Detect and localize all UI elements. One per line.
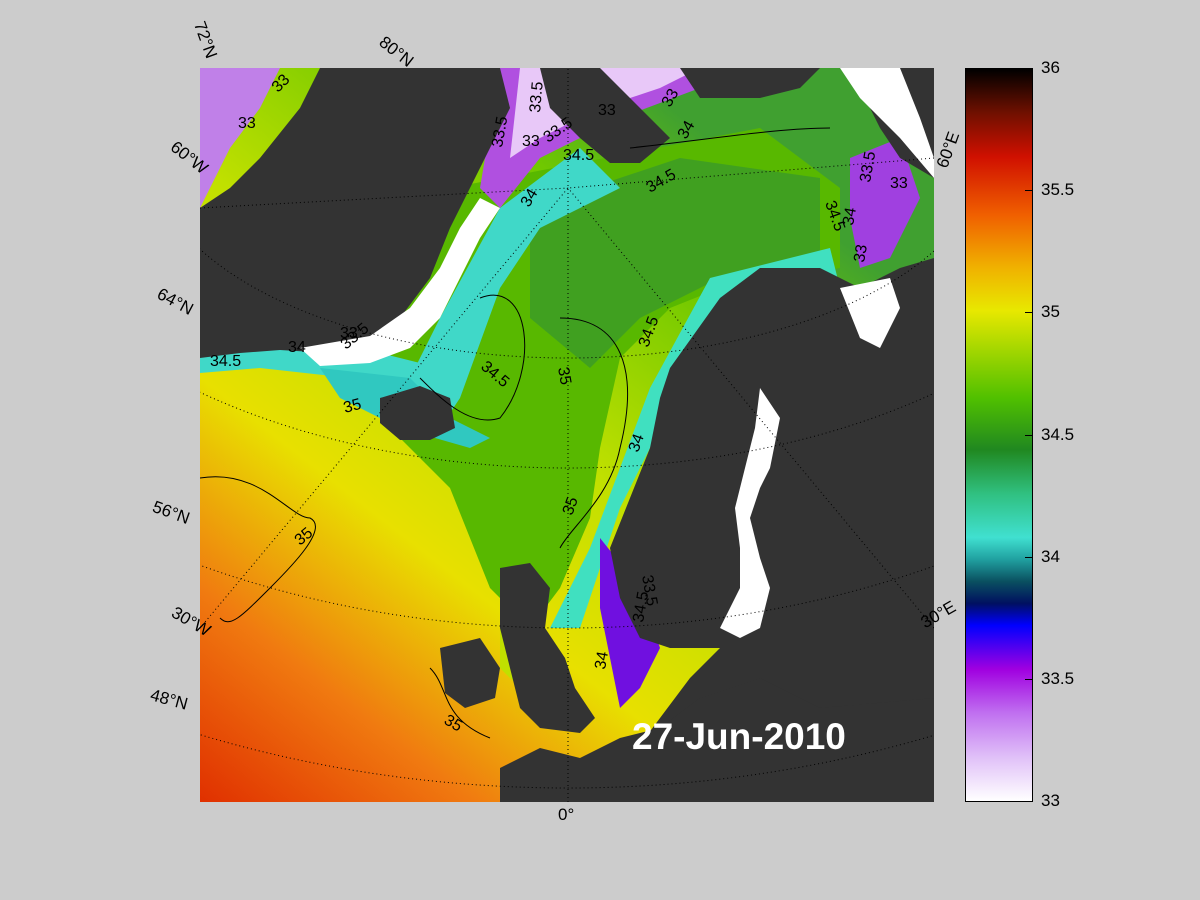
contour-label: 33 [890,175,908,192]
contour-label: 33.5 [857,150,879,184]
contour-label: 35 [441,712,465,736]
contour-label: 34.5 [563,147,594,164]
graticule-label-48n: 48°N [148,685,190,714]
graticule-lines [200,68,934,802]
colorbar-tick [1025,557,1033,558]
salinity-map: 33 33 33.5 33 33 33.5 34.5 34 33 34 34.5… [200,68,934,802]
graticule-label-56n: 56°N [150,497,193,528]
colorbar-tick-label: 35 [1041,302,1060,321]
colorbar-tick-label: 34.5 [1041,425,1075,444]
contour-label: 33 [238,115,256,132]
contour-label: 33 [598,102,616,119]
contour-lines [200,127,831,739]
contour-label: 33 [340,325,358,342]
colorbar-tick [1025,312,1033,313]
contour-label: 34.5 [630,590,652,624]
contour-label: 33 [851,243,871,264]
continental-europe-land [500,678,934,802]
graticule-label-60e: 60°E [932,129,964,171]
contour-label: 34 [626,432,648,455]
contour-label: 34 [592,650,612,671]
iceland-land [380,386,455,440]
contour-label: 35 [560,495,582,518]
colorbar-tick-label: 33 [1041,791,1060,810]
greenland-shelf-water [410,148,620,428]
colorbar-tick-label: 34 [1041,547,1060,566]
scandinavia-land [610,258,934,802]
contour-label: 34.5 [210,353,241,370]
graticule-label-80n: 80°N [375,32,418,71]
colorbar-tick [1025,679,1033,680]
baffin-fresh-water [200,68,280,208]
contour-label: 34 [288,339,306,356]
contour-label: 34 [675,118,699,142]
norwegian-sea [530,158,820,368]
contour-label: 33 [659,86,683,110]
contour-label: 33 [522,133,540,150]
barents-fresh-water [850,138,920,268]
skagerrak-fresh-water [600,538,660,708]
arctic-ice-northeast [840,68,934,178]
ireland-land [440,638,500,708]
graticule-label-0: 0° [558,805,575,824]
colorbar-tick-label: 35.5 [1041,180,1075,199]
greenland-land [200,68,510,358]
date-label: 27-Jun-2010 [632,716,846,757]
contour-label: 34 [518,186,542,210]
map-graphic: 33 33 33.5 33 33 33.5 34.5 34 33 34 34.5… [200,68,934,802]
graticule-label-72n: 72°N [190,18,221,61]
colorbar-tick [1025,68,1033,69]
contour-label: 33.5 [527,81,547,114]
contour-label: 33.5 [638,574,660,608]
great-britain-land [500,563,595,733]
contour-label: 35 [342,396,364,417]
white-sea-ice [840,278,900,348]
greenland-coast-ice [300,198,500,366]
colorbar-tick [1025,801,1033,802]
franz-josef-land [680,68,820,98]
contour-label: 34 [840,206,860,227]
colorbar-tick [1025,435,1033,436]
contour-label: 35 [554,366,574,387]
colorbar [965,68,1033,802]
colorbar-tick-label: 36 [1041,58,1060,77]
baltic-sea-ice [720,388,780,638]
svalbard-land [540,68,670,163]
colorbar-tick-label: 33.5 [1041,669,1075,688]
colorbar-tick [1025,190,1033,191]
graticule-label-64n: 64°N [153,284,197,319]
contour-label: 33.5 [489,115,511,149]
